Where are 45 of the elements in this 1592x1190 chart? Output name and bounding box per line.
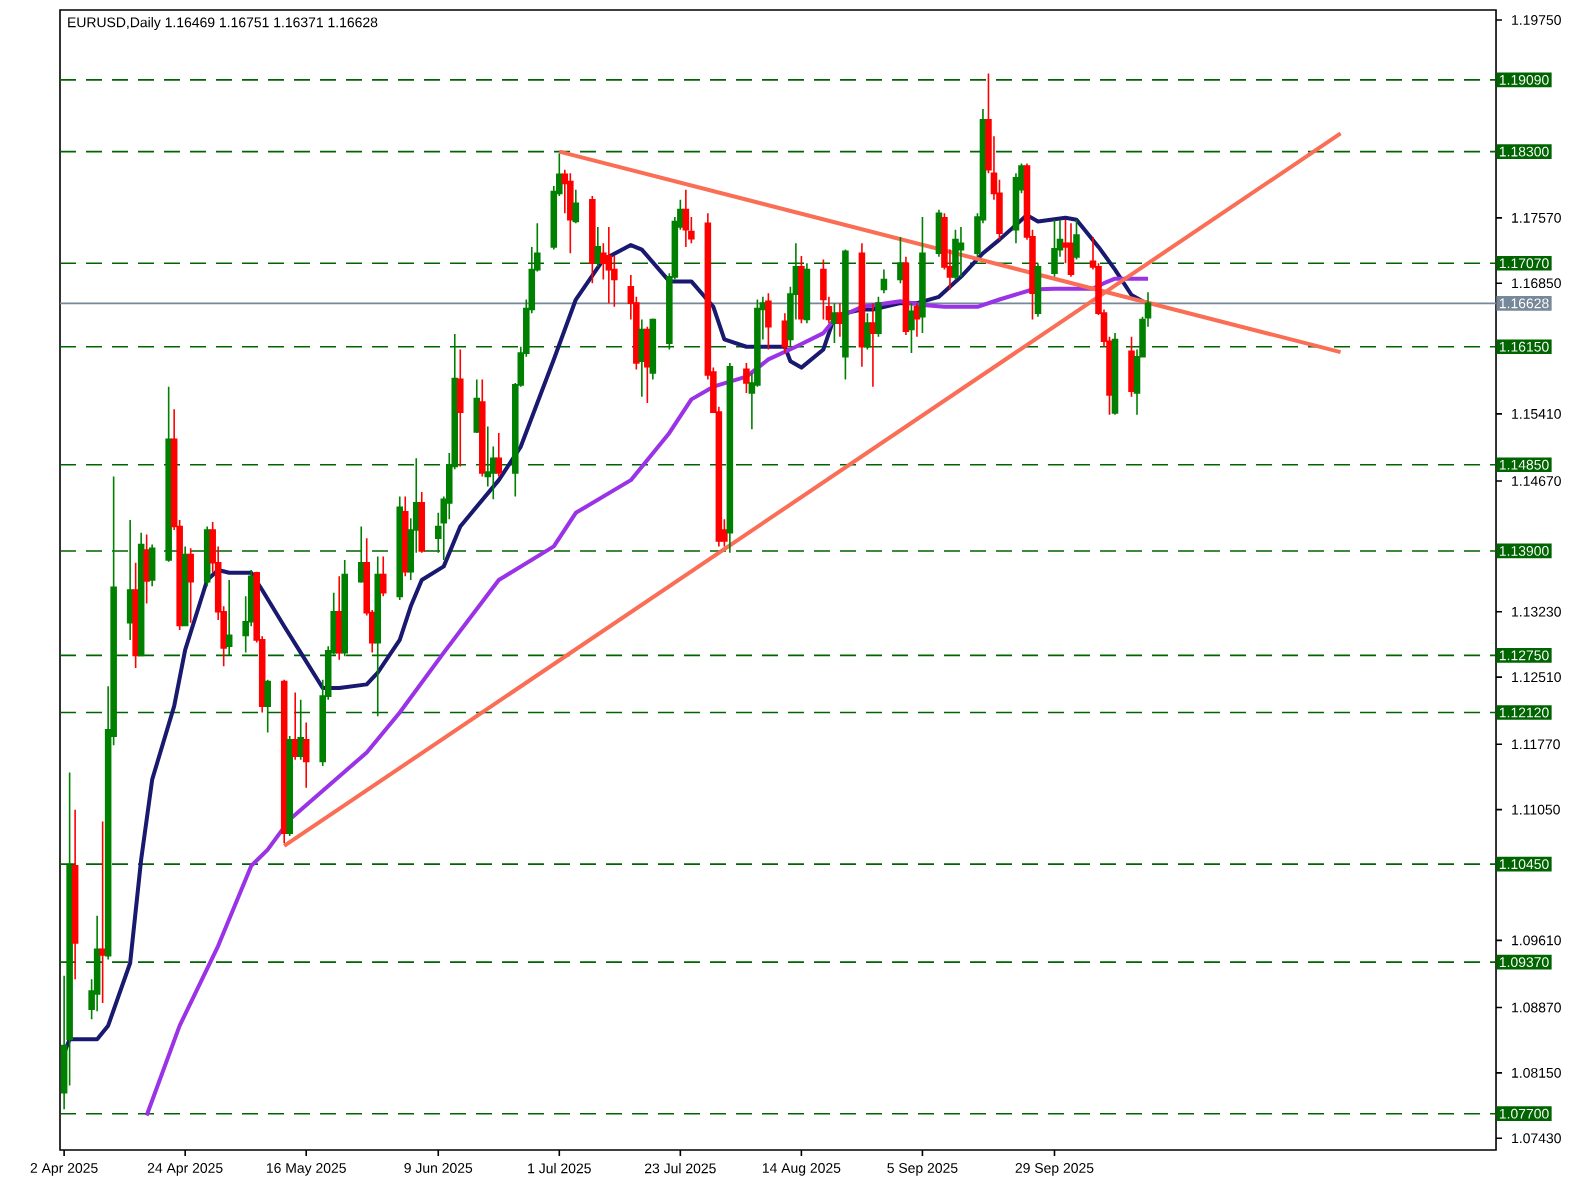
candlestick	[479, 378, 486, 478]
candlestick	[594, 226, 602, 268]
candlestick	[864, 312, 871, 351]
candlestick	[919, 216, 926, 334]
candlestick	[572, 188, 580, 225]
candlestick	[225, 579, 233, 657]
candlestick	[297, 699, 304, 761]
candlestick	[457, 348, 464, 468]
candlestick	[379, 555, 387, 598]
candlestick	[418, 491, 426, 554]
candlestick	[908, 302, 915, 354]
candlestick	[567, 172, 574, 255]
candlestick	[743, 362, 750, 394]
candlestick	[473, 378, 481, 434]
candlestick	[71, 808, 79, 981]
candlestick	[638, 318, 646, 398]
candlestick	[495, 432, 503, 478]
candlestick	[286, 735, 293, 837]
candlestick	[875, 296, 882, 338]
candlestick	[302, 721, 310, 789]
candlestick	[1073, 218, 1080, 261]
candlestick	[869, 302, 877, 388]
candlestick	[291, 691, 299, 761]
candlestick	[187, 547, 194, 624]
candlestick	[820, 258, 827, 321]
candlestick	[957, 226, 965, 278]
candlestick	[842, 248, 849, 381]
candlestick	[765, 292, 772, 351]
line-series	[144, 276, 1151, 1118]
candlestick	[605, 226, 613, 304]
candlestick	[93, 915, 101, 1012]
candlestick	[99, 820, 106, 1004]
candlestick	[913, 302, 921, 338]
candlestick	[880, 268, 888, 294]
candlestick	[836, 302, 844, 338]
candlestick	[126, 519, 134, 641]
candlestick	[374, 555, 382, 717]
candlestick	[831, 302, 838, 344]
candlestick	[357, 525, 365, 584]
candlestick	[264, 679, 271, 734]
candlestick	[589, 195, 596, 284]
candlestick	[341, 559, 348, 658]
candlestick	[1051, 218, 1058, 278]
candlestick	[952, 228, 959, 281]
candlestick	[682, 188, 690, 248]
